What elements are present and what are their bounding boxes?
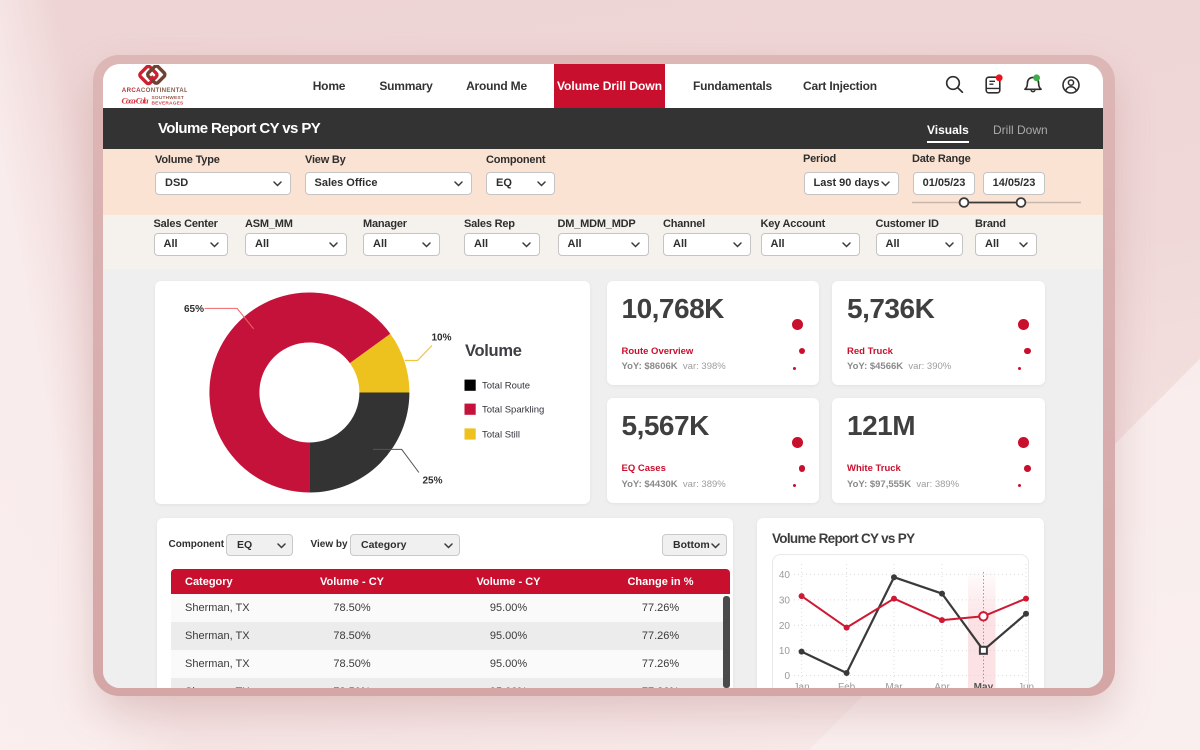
svg-text:Total Still: Total Still — [482, 429, 520, 440]
svg-text:SOUTHWEST: SOUTHWEST — [152, 95, 184, 101]
svg-text:BEVERAGES: BEVERAGES — [152, 100, 185, 106]
svg-text:Feb: Feb — [838, 682, 856, 688]
svg-text:65%: 65% — [184, 304, 204, 315]
svg-text:ARCACONTINENTAL: ARCACONTINENTAL — [122, 87, 187, 94]
svg-text:Coca‑Cola: Coca‑Cola — [122, 95, 150, 105]
svg-text:10%: 10% — [432, 332, 452, 343]
svg-text:20: 20 — [779, 621, 791, 632]
svg-text:Mar: Mar — [885, 682, 903, 688]
svg-text:25%: 25% — [423, 475, 443, 486]
svg-text:30: 30 — [779, 596, 791, 607]
svg-text:10: 10 — [779, 646, 791, 657]
svg-text:May: May — [974, 682, 994, 688]
svg-text:Volume: Volume — [465, 342, 522, 360]
svg-text:Apr: Apr — [934, 682, 950, 688]
svg-text:0: 0 — [784, 671, 790, 682]
svg-text:Total Sparkling: Total Sparkling — [482, 404, 544, 415]
svg-text:Jan: Jan — [794, 682, 810, 688]
svg-text:40: 40 — [779, 570, 791, 581]
svg-text:Jun: Jun — [1018, 682, 1034, 688]
svg-text:Total Route: Total Route — [482, 380, 530, 391]
